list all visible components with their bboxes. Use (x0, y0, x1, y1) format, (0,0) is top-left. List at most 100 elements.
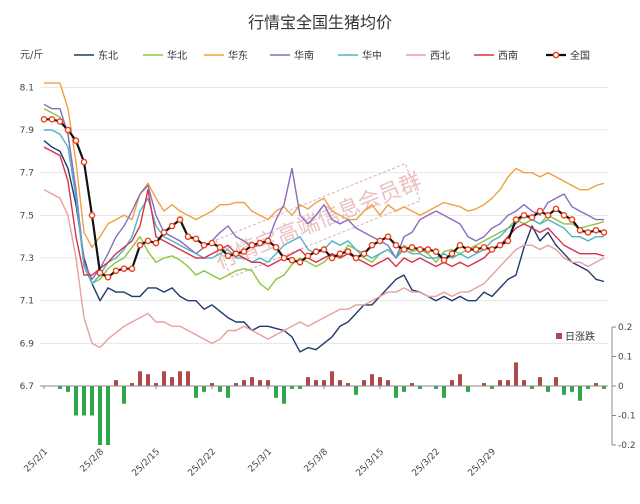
daily-change-bar (338, 380, 342, 386)
daily-change-bar (442, 386, 446, 398)
series-point-全国 (584, 229, 592, 236)
series-point-全国 (248, 241, 256, 249)
daily-change-bar (322, 380, 326, 386)
series-point-全国 (408, 244, 416, 251)
series-point-全国 (112, 267, 120, 275)
series-point-全国 (168, 222, 176, 230)
legend-label-华南: 华南 (294, 49, 314, 62)
series-point-全国 (392, 241, 400, 249)
x-tick-label: 25/2/1 (23, 447, 51, 475)
daily-change-bar (306, 377, 310, 386)
daily-change-bar (74, 386, 78, 416)
x-tick-label: 25/3/22 (411, 447, 443, 479)
series-point-全国 (200, 241, 208, 249)
daily-change-bar (202, 386, 206, 392)
daily-change-bar (530, 386, 534, 389)
daily-change-bar (506, 380, 510, 386)
daily-change-bar (402, 386, 406, 392)
series-point-全国 (496, 241, 504, 249)
series-point-全国 (184, 233, 192, 240)
series-point-全国 (144, 237, 152, 245)
y2-tick-label: 0.2 (618, 323, 632, 333)
daily-change-bar (346, 383, 350, 386)
series-point-全国 (376, 237, 384, 245)
y-tick-label: 7.1 (20, 297, 34, 307)
legend-label-西南: 西南 (498, 49, 518, 62)
daily-change-bar (90, 386, 94, 416)
series-point-全国 (552, 205, 560, 213)
daily-change-bar (546, 386, 550, 392)
series-point-全国 (64, 126, 72, 134)
legend-label-东北: 东北 (98, 49, 118, 62)
series-point-全国 (296, 258, 304, 266)
daily-change-bar (394, 386, 398, 398)
series-point-全国 (160, 229, 168, 236)
daily-change-bar (578, 386, 582, 401)
y-tick-label: 7.3 (20, 254, 34, 264)
x-tick-label: 25/2/15 (131, 447, 163, 479)
legend-swatch-daily-change (556, 333, 562, 339)
daily-change-bar (522, 380, 526, 386)
daily-change-bar (274, 386, 278, 398)
series-point-全国 (328, 254, 336, 262)
daily-change-bar (226, 386, 230, 398)
y-axis-label: 元/斤 (20, 49, 43, 61)
series-point-全国 (272, 244, 280, 251)
series-line-华北 (43, 108, 605, 291)
series-point-全国 (232, 250, 240, 258)
y-tick-label: 6.7 (20, 382, 34, 392)
daily-change-bar (362, 380, 366, 386)
daily-change-bar (114, 380, 118, 386)
daily-change-bar (218, 386, 222, 392)
y2-tick-label: 0 (618, 382, 624, 392)
daily-change-bar (146, 374, 150, 386)
series-point-全国 (40, 116, 48, 123)
daily-change-bar (106, 386, 110, 445)
daily-change-bar (122, 386, 126, 404)
series-point-全国 (104, 273, 112, 281)
y2-tick-label: 0.1 (618, 353, 632, 363)
series-point-全国 (264, 237, 272, 245)
series-line-华南 (43, 103, 604, 280)
series-point-全国 (528, 214, 536, 221)
series-point-全国 (136, 241, 144, 249)
daily-change-bar (586, 386, 590, 389)
daily-change-bar (242, 380, 246, 386)
series-point-全国 (72, 137, 80, 144)
daily-change-bar (282, 386, 286, 404)
series-point-全国 (400, 246, 408, 253)
daily-change-bar (450, 380, 454, 386)
daily-change-bar (410, 383, 414, 386)
y-tick-label: 7.9 (20, 126, 35, 136)
daily-change-bar (66, 386, 70, 392)
daily-change-bar (194, 386, 198, 398)
series-point-全国 (464, 246, 472, 253)
series-point-全国 (208, 239, 216, 247)
x-tick-label: 25/3/15 (355, 447, 387, 479)
y-tick-label: 8.1 (20, 83, 34, 93)
y-tick-label: 7.5 (20, 211, 34, 221)
series-point-全国 (360, 250, 368, 258)
daily-change-bar (538, 377, 542, 386)
y2-tick-label: -0.1 (618, 412, 636, 422)
series-point-全国 (304, 252, 312, 260)
series-point-全国 (544, 212, 552, 219)
daily-change-bar (186, 371, 190, 386)
daily-change-bar (570, 386, 574, 392)
legend-label-daily-change: 日涨跌 (565, 330, 595, 343)
daily-change-bar (58, 386, 62, 389)
series-point-全国 (256, 239, 264, 247)
legend-label-华中: 华中 (362, 49, 382, 62)
series-point-全国 (336, 250, 344, 258)
series-point-全国 (568, 216, 576, 223)
daily-change-bar (234, 383, 238, 386)
x-tick-label: 25/3/29 (467, 447, 499, 479)
series-point-全国 (448, 250, 456, 258)
y2-tick-label: -0.2 (618, 441, 636, 451)
series-point-全国 (352, 254, 360, 262)
daily-change-bar (386, 380, 390, 386)
daily-change-bar (554, 377, 558, 386)
series-point-全国 (440, 256, 448, 264)
